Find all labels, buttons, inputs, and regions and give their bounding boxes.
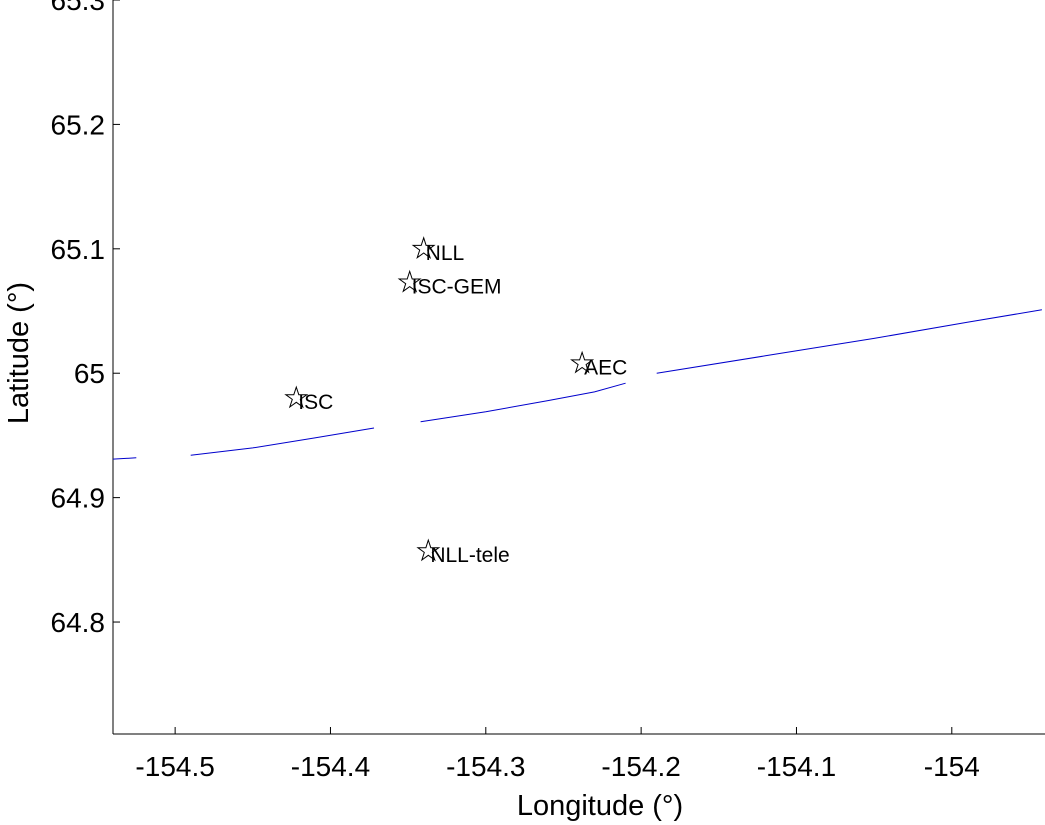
- point-label: NLL-tele: [430, 544, 509, 567]
- point-label: ISC: [298, 391, 333, 414]
- y-tick-label: 64.9: [51, 483, 106, 514]
- x-tick-label: -154.2: [601, 751, 680, 782]
- coastline-segment: [112, 457, 137, 460]
- markers: NLL ISC-GEM AEC ISC NLL-tele: [284, 236, 627, 567]
- x-tick-label: -154.1: [757, 751, 836, 782]
- x-tick-label: -154.5: [135, 751, 214, 782]
- x-tick-label: -154.4: [291, 751, 370, 782]
- star-marker: [397, 269, 422, 293]
- x-axis-title: Longitude (°): [517, 790, 683, 822]
- point-label: NLL: [426, 242, 465, 265]
- coastline-segment: [190, 427, 375, 456]
- y-tick-label: 65.3: [51, 0, 106, 16]
- coastline-segment: [420, 382, 626, 423]
- x-tick-label: -154: [924, 751, 980, 782]
- x-ticks: -154.5 -154.4 -154.3 -154.2 -154.1 -154: [135, 727, 980, 782]
- y-tick-label: 64.8: [51, 607, 106, 638]
- y-ticks: 64.8 64.9 65 65.1 65.2 65.3: [51, 0, 120, 638]
- y-tick-label: 65.1: [51, 234, 106, 265]
- y-tick-label: 65.2: [51, 109, 106, 140]
- x-tick-label: -154.3: [446, 751, 525, 782]
- y-axis-title: Latitude (°): [3, 282, 35, 424]
- y-tick-label: 65: [74, 358, 105, 389]
- star-marker: [411, 236, 436, 260]
- coastline-curves: [112, 309, 1042, 460]
- axes: [112, 0, 1045, 735]
- point-label: ISC-GEM: [412, 275, 502, 298]
- point-label: AEC: [584, 356, 627, 379]
- star-marker: [416, 538, 441, 562]
- coastline-segment: [656, 309, 1042, 374]
- star-marker: [284, 385, 309, 409]
- star-marker: [570, 350, 595, 374]
